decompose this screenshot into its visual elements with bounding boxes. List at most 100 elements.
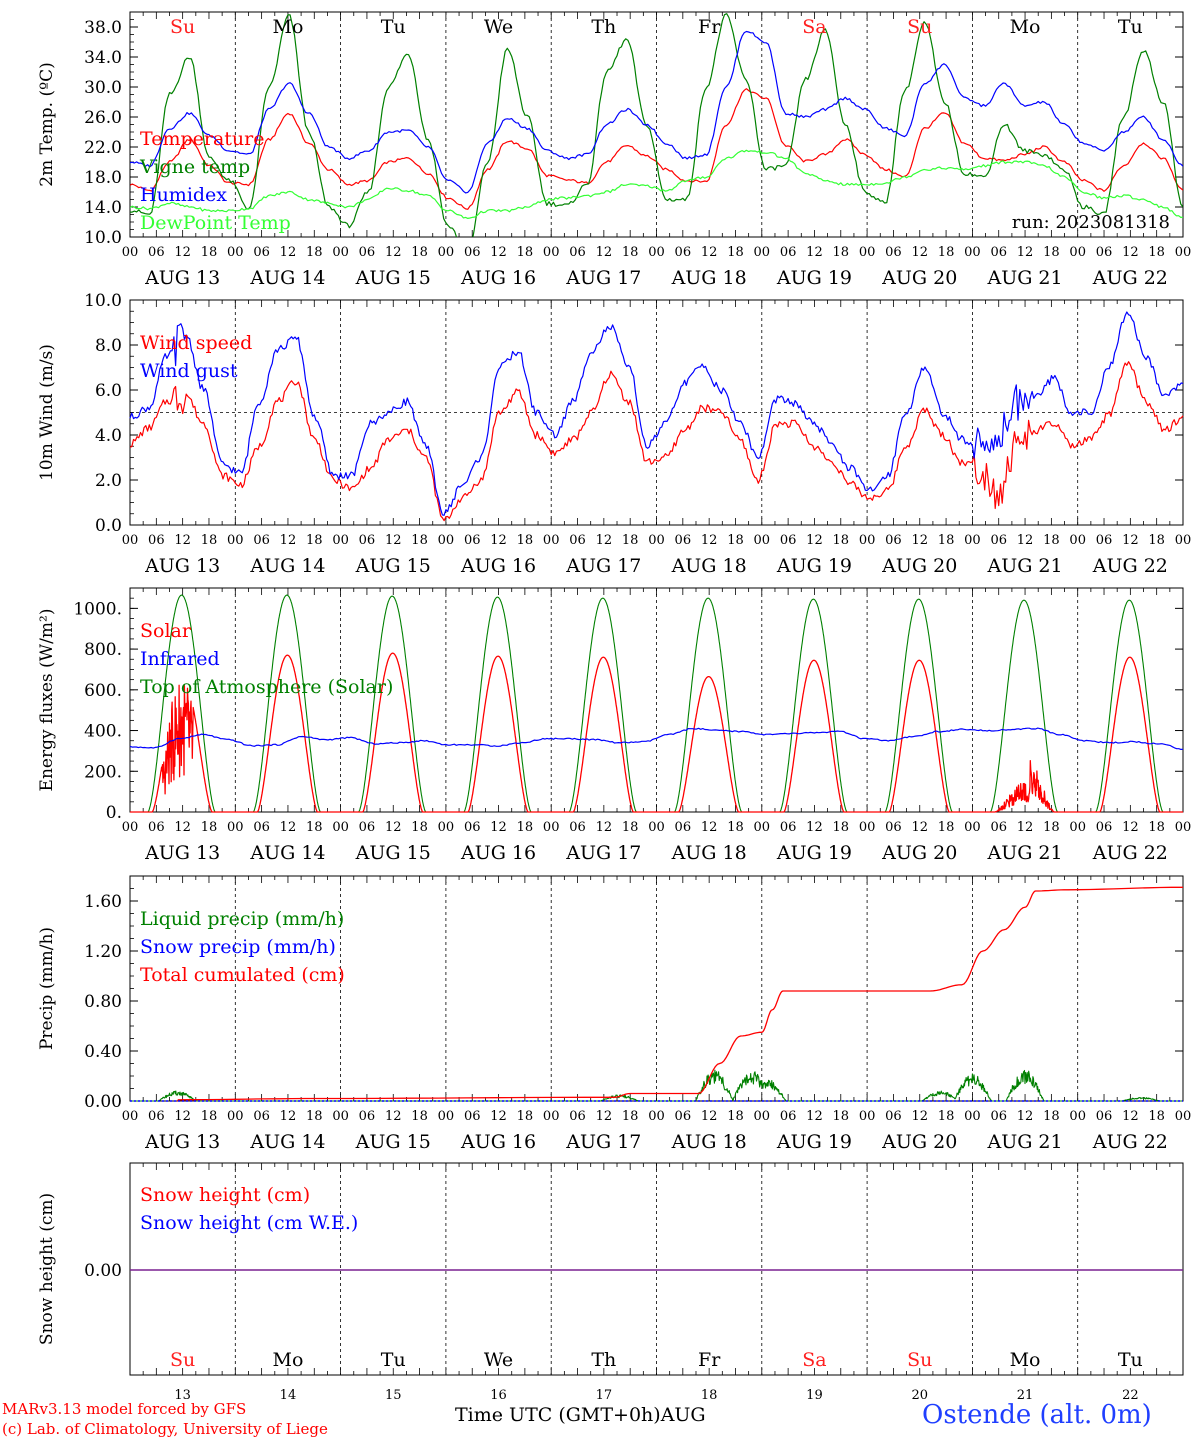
hour-tick-label: 12 [1017,533,1034,548]
hour-tick-label: 06 [1096,1109,1113,1124]
day-label: AUG 16 [460,555,536,577]
hour-tick-label: 18 [1043,1109,1060,1124]
y-tick-label: 1.20 [84,942,122,962]
day-label: AUG 16 [460,842,536,864]
hour-tick-label: 18 [1148,533,1165,548]
panel-wind: 10m Wind (m/s) 0.0 2.0 4.0 6.0 8.0 10.0 00 06 12 1… [37,291,1191,577]
hour-tick-label: 06 [359,533,376,548]
hour-tick-label: 06 [569,533,586,548]
hour-tick-label: 12 [385,245,402,260]
hour-tick-label: 12 [280,533,297,548]
hour-tick-label: 00 [754,533,771,548]
legend-entry: Total cumulated (cm) [140,964,345,986]
hour-tick-label: 00 [859,245,876,260]
hour-tick-label: 12 [596,245,613,260]
hour-tick-label: 12 [1122,245,1139,260]
hour-tick-label: 00 [964,245,981,260]
hour-tick-label: 12 [701,1109,718,1124]
hour-tick-label: 18 [517,245,534,260]
hour-tick-label: 18 [306,245,323,260]
hour-tick-label: 12 [596,533,613,548]
hour-tick-label: 12 [911,820,928,835]
hour-tick-label: 06 [569,1109,586,1124]
y-tick-label: 200. [84,762,122,782]
y-axis-label: 10m Wind (m/s) [37,344,57,481]
hour-tick-label: 00 [648,245,665,260]
hour-tick-label: 00 [754,820,771,835]
plot-frame [129,587,1184,813]
model-credit: MARv3.13 model forced by GFS [2,1400,247,1418]
day-number-label: 19 [806,1388,823,1403]
hour-tick-label: 18 [201,1109,218,1124]
hour-tick-label: 12 [280,1109,297,1124]
x-axis-title-text: Time UTC (GMT+0h) [455,1404,661,1426]
legend-entry: Infrared [140,648,220,670]
hour-tick-label: 06 [464,820,481,835]
series-line-infrared [129,727,1184,751]
x-axis-month: AUG [660,1404,706,1426]
hour-tick-label: 00 [332,245,349,260]
weekday-label: Su [170,1349,195,1371]
hour-tick-label: 06 [780,533,797,548]
panel-energy: Energy fluxes (W/m²) 0. 200. 400. 600. 800. 10… [37,587,1192,864]
hour-tick-label: 00 [227,245,244,260]
hour-tick-label: 00 [1175,820,1192,835]
day-label: AUG 14 [249,842,325,864]
hour-tick-label: 18 [622,245,639,260]
hour-tick-label: 00 [332,1109,349,1124]
hour-tick-label: 06 [359,820,376,835]
hour-tick-label: 00 [227,533,244,548]
day-label: AUG 14 [249,555,325,577]
day-label: AUG 17 [565,842,641,864]
hour-tick-label: 06 [675,533,692,548]
y-tick-label: 30.0 [84,78,122,98]
station-name: Ostende (alt. 0m) [922,1400,1152,1430]
hour-tick-label: 06 [885,1109,902,1124]
hour-tick-label: 18 [938,820,955,835]
day-label: AUG 13 [144,842,220,864]
y-tick-label: 800. [84,640,122,660]
hour-tick-label: 06 [990,820,1007,835]
day-number-label: 20 [911,1388,928,1403]
day-label: AUG 22 [1092,1131,1168,1153]
weekday-label: Sa [802,16,826,38]
hour-tick-label: 18 [833,820,850,835]
y-axis-label: Precip (mm/h) [37,927,57,1050]
x-axis-title: Time UTC (GMT+0h)AUG [455,1404,706,1426]
day-label: AUG 17 [565,267,641,289]
y-tick-label: 26.0 [84,108,122,128]
day-label: AUG 19 [776,555,852,577]
hour-tick-label: 12 [911,1109,928,1124]
hour-tick-label: 18 [411,1109,428,1124]
hour-tick-label: 00 [1069,245,1086,260]
legend-entry: Wind gust [140,360,238,382]
day-number-label: 14 [280,1388,297,1403]
hour-tick-label: 00 [227,1109,244,1124]
day-label: AUG 19 [776,842,852,864]
hour-tick-label: 00 [122,820,139,835]
hour-tick-label: 06 [569,245,586,260]
hour-tick-label: 00 [964,1109,981,1124]
weekday-label: Tu [381,16,406,38]
series-line-total-cumulated [176,886,1183,1102]
day-label: AUG 14 [249,267,325,289]
hour-tick-label: 06 [990,533,1007,548]
weekday-label: Tu [381,1349,406,1371]
hour-tick-label: 00 [543,245,560,260]
series-line-wind-gust [129,311,1184,516]
legend-entry: Snow height (cm W.E.) [140,1212,358,1234]
hour-tick-label: 18 [727,1109,744,1124]
hour-tick-label: 18 [306,1109,323,1124]
hour-tick-label: 06 [1096,820,1113,835]
day-label: AUG 22 [1092,555,1168,577]
run-label: run: 2023081318 [1012,212,1170,233]
series-line-vigne-temp [130,13,1183,237]
y-tick-label: 14.0 [84,198,122,218]
hour-tick-label: 18 [1043,820,1060,835]
hour-tick-label: 12 [701,245,718,260]
hour-tick-label: 18 [622,820,639,835]
weekday-label: Fr [698,16,721,38]
hour-tick-label: 00 [543,533,560,548]
hour-tick-label: 18 [201,820,218,835]
